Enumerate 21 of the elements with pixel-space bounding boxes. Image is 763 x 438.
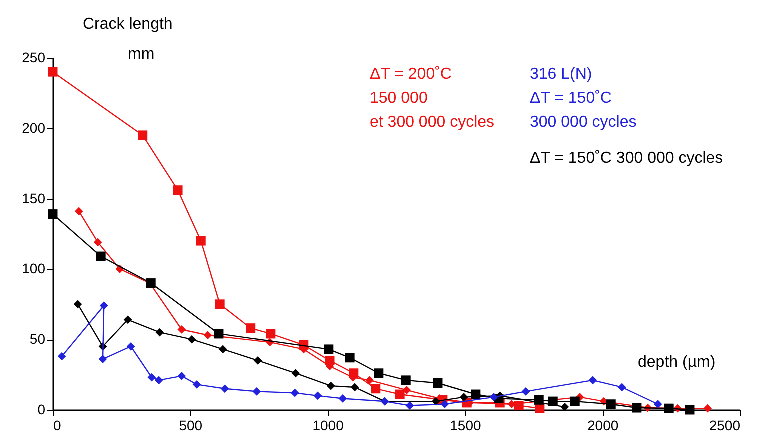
annotation: 150 000 xyxy=(370,90,428,107)
y-tick-label: 200 xyxy=(22,120,46,136)
x-tick-label: 0 xyxy=(54,418,62,434)
x-tick-label: 1500 xyxy=(450,418,482,434)
annotation: ΔT = 150˚C 300 000 cycles xyxy=(530,150,724,167)
annotation: ΔT = 200˚C xyxy=(370,66,452,83)
y-axis-title: Crack length mm xyxy=(83,16,173,63)
annotation: et 300 000 cycles xyxy=(370,114,495,131)
x-tick-label: 2000 xyxy=(588,418,619,434)
y-tick-label: 150 xyxy=(22,190,46,206)
annotation: 316 L(N) xyxy=(530,66,592,83)
y-tick-label: 250 xyxy=(22,50,46,66)
y-tick-label: 50 xyxy=(30,331,46,348)
x-tick-label: 500 xyxy=(179,418,203,434)
y-tick-label: 0 xyxy=(38,402,46,418)
annotation: 300 000 cycles xyxy=(530,114,637,131)
x-axis-title: depth (µm) xyxy=(638,354,716,371)
x-tick-label: 2500 xyxy=(709,418,741,434)
x-tick-label: 1000 xyxy=(312,418,344,434)
y-tick-label: 100 xyxy=(22,260,46,277)
annotation: ΔT = 150˚C xyxy=(530,90,612,107)
